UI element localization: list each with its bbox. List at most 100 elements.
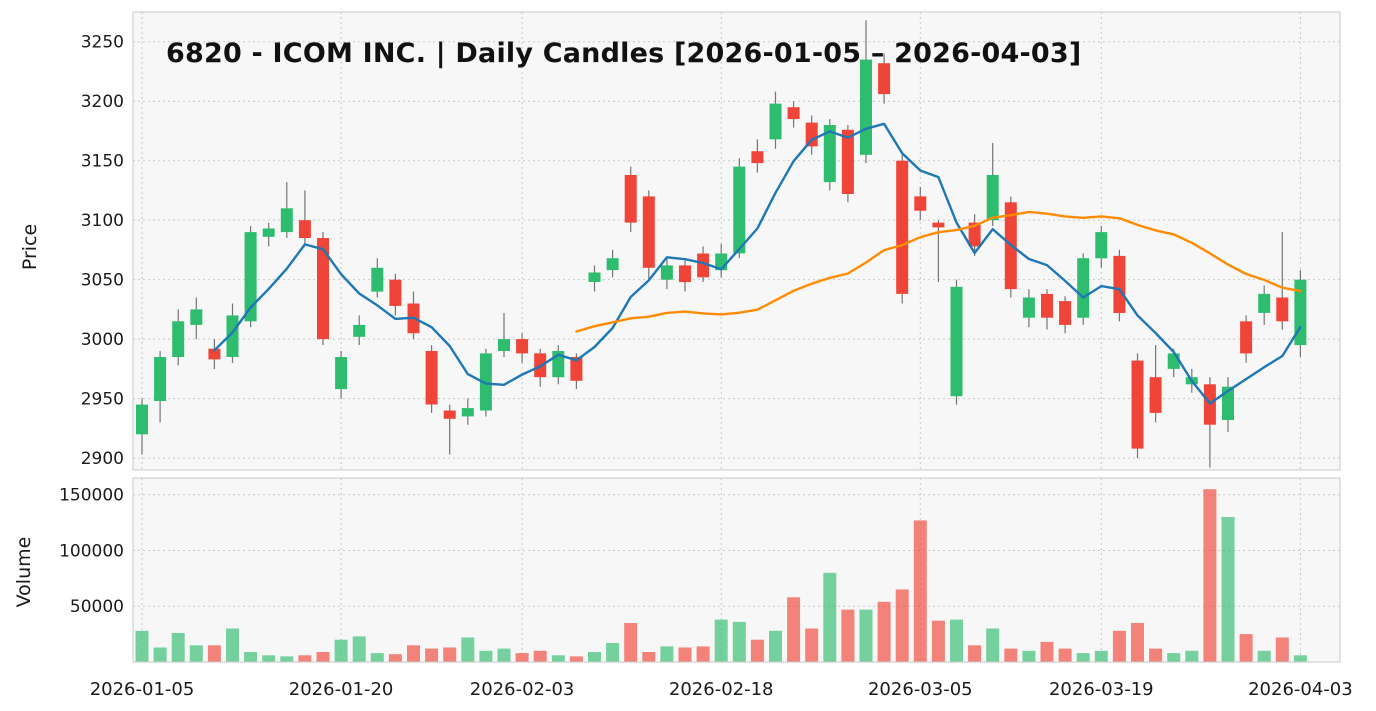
candle-body <box>371 267 384 292</box>
candle-body <box>1222 386 1234 420</box>
candle-body <box>1022 297 1035 318</box>
volume-bar <box>1058 648 1072 662</box>
volume-bar <box>352 636 366 662</box>
volume-tick-label: 50000 <box>70 597 124 617</box>
price-axis-label: Price <box>19 223 41 271</box>
price-tick-label: 3150 <box>81 152 124 172</box>
date-tick-label: 2026-03-19 <box>1049 679 1154 700</box>
candle-body <box>787 107 800 120</box>
volume-bar <box>135 630 149 662</box>
price-tick-label: 3000 <box>81 330 124 350</box>
volume-bar <box>569 656 583 662</box>
volume-bar <box>678 647 692 662</box>
price-tick-label: 2900 <box>81 449 124 469</box>
volume-bar <box>913 520 927 662</box>
panel-border <box>132 477 1341 663</box>
volume-bar <box>859 609 873 662</box>
volume-bar <box>551 655 565 662</box>
candle-body <box>733 166 746 254</box>
volume-bar <box>207 645 221 662</box>
candle-body <box>769 103 782 140</box>
volume-bar <box>226 628 239 662</box>
candle-body <box>660 265 673 280</box>
volume-bar <box>1275 637 1289 662</box>
volume-bar <box>280 656 294 662</box>
volume-bar <box>1185 650 1199 662</box>
volume-bar <box>334 639 348 662</box>
candle-body <box>896 160 909 294</box>
volume-bar <box>443 647 457 662</box>
volume-bar <box>769 630 782 662</box>
date-tick-label: 2026-02-03 <box>470 679 575 700</box>
volume-bar <box>1112 630 1126 662</box>
volume-bar <box>407 645 420 662</box>
candle-body <box>208 348 221 360</box>
volume-bar <box>1149 648 1163 662</box>
volume-bar <box>1076 653 1090 662</box>
date-tick-label: 2026-02-18 <box>669 679 774 700</box>
volume-bar <box>950 619 963 662</box>
volume-bar <box>606 643 620 662</box>
candle-body <box>914 196 927 211</box>
price-tick-label: 2950 <box>81 390 124 410</box>
volume-bar <box>1293 655 1307 662</box>
volume-bar <box>370 653 384 662</box>
volume-bar <box>479 650 493 662</box>
volume-bar <box>171 633 185 662</box>
volume-bar <box>732 621 746 662</box>
candle-body <box>878 63 891 95</box>
candle-body <box>697 253 710 278</box>
candle-body <box>1240 321 1253 354</box>
candle-body <box>624 175 637 223</box>
candle-body <box>1077 258 1090 318</box>
price-tick-label: 3100 <box>81 211 124 231</box>
volume-bar <box>262 655 276 662</box>
candle-body <box>588 272 601 282</box>
price-tick-label: 3050 <box>81 271 124 291</box>
candle-body <box>1095 232 1108 259</box>
volume-bar <box>696 646 710 662</box>
volume-axis-label: Volume <box>13 536 35 608</box>
candle-body <box>262 228 275 237</box>
volume-tick-label: 150000 <box>59 486 124 506</box>
candle-body <box>860 59 872 155</box>
candle-body <box>1276 297 1289 322</box>
volume-bar <box>1167 653 1181 662</box>
volume-bar <box>388 654 402 662</box>
candle-body <box>479 353 492 411</box>
volume-bar <box>877 601 891 662</box>
volume-bar <box>660 646 674 662</box>
volume-bar <box>642 652 656 662</box>
volume-tick-label: 100000 <box>59 542 124 562</box>
candle-body <box>154 357 167 401</box>
candle-body <box>679 265 691 283</box>
candle-body <box>190 309 203 325</box>
candle-body <box>950 286 963 397</box>
chart-title: 6820 - ICOM INC. | Daily Candles [2026-0… <box>166 38 1082 69</box>
ma25-line <box>575 210 1302 333</box>
volume-bar <box>1239 634 1253 662</box>
tick-labels: 2900 2950 3000 3050 3100 3150 3200 3250 50000 100… <box>59 33 1353 700</box>
volume-bar <box>1221 517 1235 662</box>
volume-bar <box>750 639 764 662</box>
volume-bar <box>497 648 511 662</box>
candle-body <box>1041 293 1053 318</box>
volume-bar <box>895 589 909 662</box>
volume-bar <box>823 572 837 662</box>
candle-body <box>1113 255 1126 313</box>
candle-body <box>986 175 999 221</box>
volume-bar <box>931 620 945 662</box>
candle-body <box>1294 279 1307 346</box>
volume-bar <box>533 650 547 662</box>
candle-body <box>516 339 529 354</box>
candle-body <box>932 222 945 228</box>
volume-bar <box>461 637 475 662</box>
volume-bar <box>968 645 982 662</box>
volume-bar <box>1203 489 1217 662</box>
candle-body <box>841 129 854 194</box>
date-tick-label: 2026-04-03 <box>1248 679 1353 700</box>
price-tick-label: 3250 <box>81 33 124 53</box>
volume-bar <box>298 655 312 662</box>
panel-border <box>132 11 1341 471</box>
